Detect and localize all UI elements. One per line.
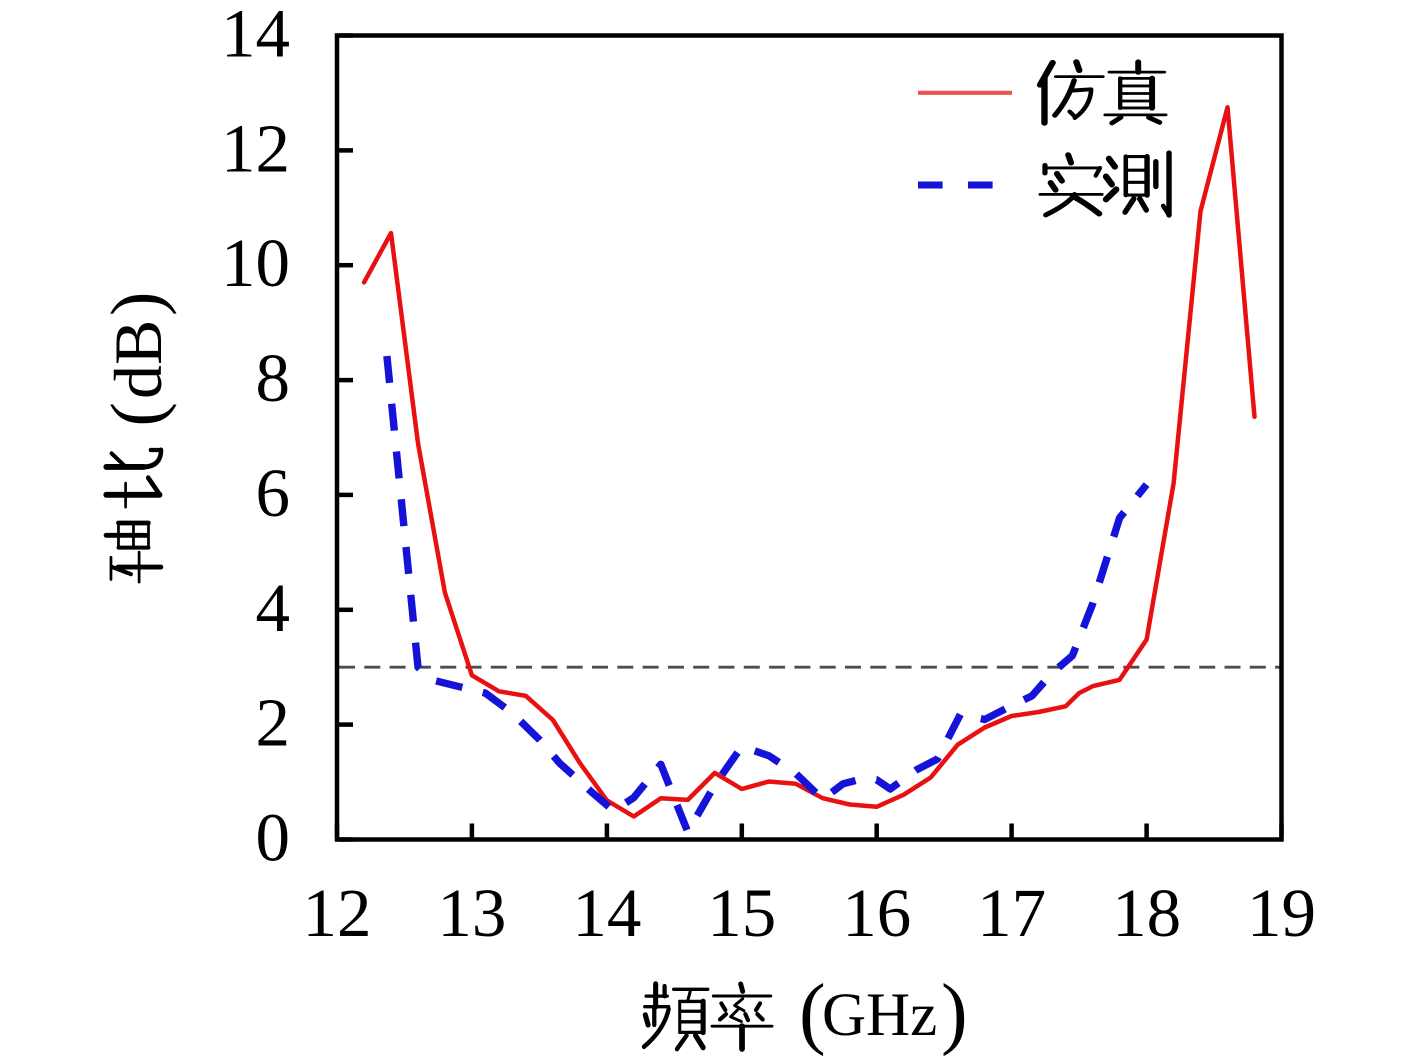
- svg-text:(: (: [799, 969, 826, 1057]
- svg-text:14: 14: [221, 0, 290, 72]
- svg-text:): ): [941, 969, 968, 1057]
- svg-text:19: 19: [1247, 875, 1316, 951]
- svg-text:): ): [96, 292, 177, 316]
- svg-text:16: 16: [842, 875, 911, 951]
- svg-text:(: (: [96, 402, 177, 426]
- svg-text:10: 10: [221, 225, 290, 301]
- svg-text:8: 8: [256, 340, 291, 416]
- svg-text:14: 14: [572, 875, 641, 951]
- svg-text:15: 15: [707, 875, 776, 951]
- svg-text:6: 6: [256, 455, 291, 531]
- svg-text:17: 17: [977, 875, 1046, 951]
- svg-text:2: 2: [256, 685, 291, 761]
- svg-text:0: 0: [256, 800, 291, 876]
- svg-text:4: 4: [256, 570, 291, 646]
- svg-text:dB: dB: [100, 320, 176, 399]
- svg-text:13: 13: [437, 875, 506, 951]
- svg-text:GHz: GHz: [822, 982, 937, 1049]
- svg-text:12: 12: [303, 875, 372, 951]
- svg-text:18: 18: [1112, 875, 1181, 951]
- svg-text:12: 12: [221, 110, 290, 186]
